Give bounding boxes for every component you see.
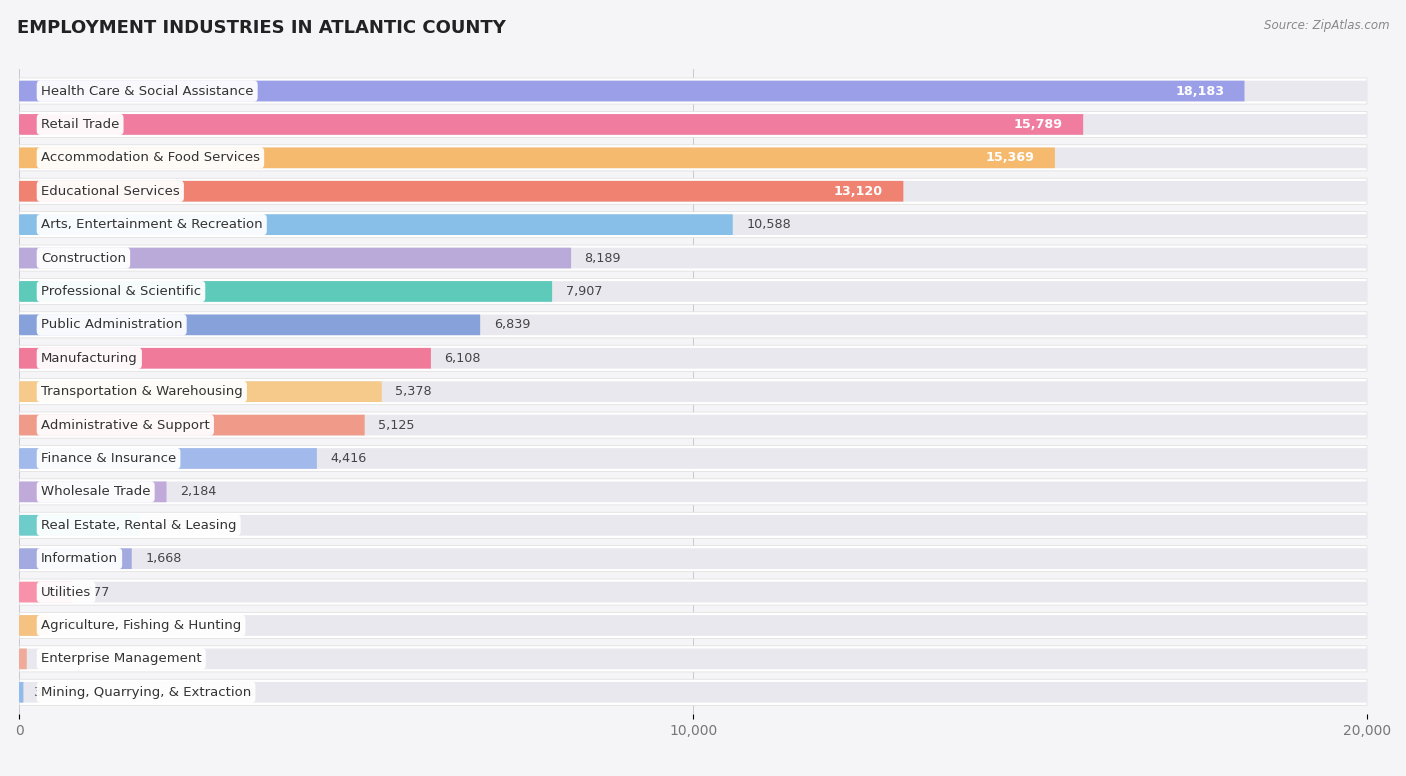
FancyBboxPatch shape [20,649,1367,669]
FancyBboxPatch shape [20,181,1367,202]
FancyBboxPatch shape [20,445,1367,472]
Text: Educational Services: Educational Services [41,185,180,198]
Text: 7,907: 7,907 [565,285,602,298]
Text: 1,668: 1,668 [145,553,181,565]
Text: 15,369: 15,369 [986,151,1035,165]
FancyBboxPatch shape [20,549,132,569]
Text: Transportation & Warehousing: Transportation & Warehousing [41,385,243,398]
Text: 2,184: 2,184 [180,485,217,498]
FancyBboxPatch shape [20,181,904,202]
FancyBboxPatch shape [20,512,1367,539]
FancyBboxPatch shape [20,448,316,469]
Text: 8,189: 8,189 [585,251,621,265]
FancyBboxPatch shape [20,314,481,335]
FancyBboxPatch shape [20,579,1367,605]
Text: 3: 3 [34,686,41,698]
FancyBboxPatch shape [20,248,1367,268]
Text: Agriculture, Fishing & Hunting: Agriculture, Fishing & Hunting [41,619,242,632]
Text: Utilities: Utilities [41,586,91,598]
Text: Finance & Insurance: Finance & Insurance [41,452,176,465]
Text: Wholesale Trade: Wholesale Trade [41,485,150,498]
FancyBboxPatch shape [20,145,1367,171]
Text: Manufacturing: Manufacturing [41,352,138,365]
FancyBboxPatch shape [20,279,1367,304]
FancyBboxPatch shape [20,81,1367,102]
FancyBboxPatch shape [20,147,1054,168]
FancyBboxPatch shape [20,682,24,702]
Text: Real Estate, Rental & Leasing: Real Estate, Rental & Leasing [41,519,236,532]
FancyBboxPatch shape [20,615,49,636]
Text: Professional & Scientific: Professional & Scientific [41,285,201,298]
FancyBboxPatch shape [20,379,1367,405]
FancyBboxPatch shape [20,245,1367,271]
Text: 4,416: 4,416 [330,452,367,465]
FancyBboxPatch shape [20,381,1367,402]
Text: 5,378: 5,378 [395,385,432,398]
FancyBboxPatch shape [20,212,1367,237]
FancyBboxPatch shape [20,448,1367,469]
Text: 1,791: 1,791 [153,519,190,532]
Text: 110: 110 [41,653,65,665]
Text: Mining, Quarrying, & Extraction: Mining, Quarrying, & Extraction [41,686,252,698]
FancyBboxPatch shape [20,114,1367,135]
FancyBboxPatch shape [20,114,1083,135]
Text: 777: 777 [86,586,110,598]
FancyBboxPatch shape [20,281,1367,302]
FancyBboxPatch shape [20,582,72,602]
FancyBboxPatch shape [20,281,553,302]
Text: Source: ZipAtlas.com: Source: ZipAtlas.com [1264,19,1389,33]
Text: Administrative & Support: Administrative & Support [41,418,209,431]
FancyBboxPatch shape [20,479,1367,505]
FancyBboxPatch shape [20,646,1367,672]
FancyBboxPatch shape [20,412,1367,438]
Text: Accommodation & Food Services: Accommodation & Food Services [41,151,260,165]
FancyBboxPatch shape [20,78,1367,104]
FancyBboxPatch shape [20,214,733,235]
Text: 10,588: 10,588 [747,218,792,231]
FancyBboxPatch shape [20,81,1244,102]
FancyBboxPatch shape [20,348,430,369]
Text: 13,120: 13,120 [834,185,883,198]
FancyBboxPatch shape [20,612,1367,639]
Text: 18,183: 18,183 [1175,85,1225,98]
Text: 6,108: 6,108 [444,352,481,365]
FancyBboxPatch shape [20,482,166,502]
FancyBboxPatch shape [20,178,1367,204]
FancyBboxPatch shape [20,582,1367,602]
FancyBboxPatch shape [20,312,1367,338]
FancyBboxPatch shape [20,515,141,535]
Text: Retail Trade: Retail Trade [41,118,120,131]
FancyBboxPatch shape [20,348,1367,369]
Text: Enterprise Management: Enterprise Management [41,653,201,665]
Text: 15,789: 15,789 [1014,118,1063,131]
Text: Arts, Entertainment & Recreation: Arts, Entertainment & Recreation [41,218,263,231]
FancyBboxPatch shape [20,314,1367,335]
FancyBboxPatch shape [20,345,1367,371]
FancyBboxPatch shape [20,214,1367,235]
FancyBboxPatch shape [20,482,1367,502]
FancyBboxPatch shape [20,549,1367,569]
Text: Public Administration: Public Administration [41,318,183,331]
FancyBboxPatch shape [20,381,381,402]
FancyBboxPatch shape [20,515,1367,535]
Text: Information: Information [41,553,118,565]
FancyBboxPatch shape [20,615,1367,636]
Text: Health Care & Social Assistance: Health Care & Social Assistance [41,85,253,98]
Text: 5,125: 5,125 [378,418,415,431]
Text: 443: 443 [63,619,87,632]
FancyBboxPatch shape [20,112,1367,137]
FancyBboxPatch shape [20,682,1367,702]
FancyBboxPatch shape [20,248,571,268]
Text: 6,839: 6,839 [494,318,530,331]
FancyBboxPatch shape [20,679,1367,705]
FancyBboxPatch shape [20,414,364,435]
Text: Construction: Construction [41,251,127,265]
FancyBboxPatch shape [20,649,27,669]
FancyBboxPatch shape [20,546,1367,572]
FancyBboxPatch shape [20,147,1367,168]
FancyBboxPatch shape [20,414,1367,435]
Text: EMPLOYMENT INDUSTRIES IN ATLANTIC COUNTY: EMPLOYMENT INDUSTRIES IN ATLANTIC COUNTY [17,19,506,37]
